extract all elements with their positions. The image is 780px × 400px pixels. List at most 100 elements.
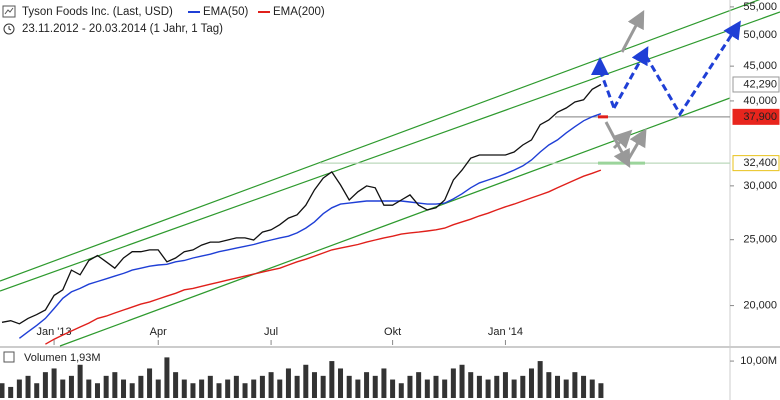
x-tick-label: Jan '14 xyxy=(488,326,523,338)
volume-bar xyxy=(181,379,187,398)
volume-bar xyxy=(121,379,127,398)
scenario-arrow xyxy=(620,10,645,53)
volume-bar xyxy=(112,372,118,398)
volume-bar xyxy=(164,357,170,398)
volume-bar xyxy=(60,379,66,398)
volume-last: 1,93M xyxy=(70,352,101,364)
volume-bar xyxy=(155,379,161,398)
volume-bar xyxy=(199,379,205,398)
level-label: 32,400 xyxy=(743,157,777,169)
volume-bar xyxy=(398,383,404,398)
volume-bar xyxy=(51,368,57,398)
volume-bar xyxy=(277,379,283,398)
volume-bar xyxy=(25,375,31,398)
volume-bar xyxy=(294,375,300,398)
volume-bar xyxy=(546,372,552,398)
volume-bar xyxy=(190,383,196,398)
volume-bar xyxy=(485,379,491,398)
volume-bar xyxy=(390,379,396,398)
chart-title: Tyson Foods Inc. (Last, USD) xyxy=(22,6,173,18)
channel-line xyxy=(0,11,780,292)
volume-bar xyxy=(416,372,422,398)
volume-bar xyxy=(459,364,465,398)
x-tick-label: Jul xyxy=(264,326,278,338)
chart-subtitle: 23.11.2012 - 20.03.2014 (1 Jahr, 1 Tag) xyxy=(22,23,223,35)
volume-bar xyxy=(138,375,144,398)
volume-bar xyxy=(528,368,534,398)
price-line xyxy=(45,169,602,345)
volume-bar xyxy=(329,361,335,398)
volume-bar xyxy=(433,375,439,398)
level-label: 42,290 xyxy=(743,78,777,90)
clock-icon xyxy=(3,23,15,35)
volume-bar xyxy=(259,375,265,398)
volume-bar xyxy=(407,375,413,398)
volume-bar xyxy=(268,372,274,398)
volume-bar xyxy=(129,383,135,398)
volume-bar xyxy=(381,368,387,398)
volume-bar xyxy=(173,372,179,398)
volume-bar xyxy=(8,386,14,398)
volume-bar xyxy=(285,368,291,398)
volume-bar xyxy=(147,368,153,398)
level-box xyxy=(732,155,780,172)
volume-bar xyxy=(442,379,448,398)
volume-bar xyxy=(555,375,561,398)
volume-bar xyxy=(502,372,508,398)
volume-bar xyxy=(0,383,5,398)
channel-line xyxy=(0,0,761,282)
level-label: 37,900 xyxy=(743,111,777,123)
volume-bar xyxy=(311,372,317,398)
volume-bar xyxy=(233,375,239,398)
volume-bar xyxy=(34,383,40,398)
scenario-arrow xyxy=(626,128,647,161)
volume-icon xyxy=(3,351,15,363)
legend-label: EMA(200) xyxy=(273,6,325,18)
level-box xyxy=(732,76,780,93)
volume-bar xyxy=(251,379,257,398)
volume-bar xyxy=(520,375,526,398)
volume-bar xyxy=(372,375,378,398)
volume-bar xyxy=(216,383,222,398)
y-tick-label: 30,000 xyxy=(743,180,777,192)
price-line xyxy=(18,113,602,339)
volume-bar xyxy=(424,379,430,398)
chart-icon xyxy=(4,7,14,15)
y-tick-label: 50,000 xyxy=(743,29,777,41)
volume-bar xyxy=(364,372,370,398)
level-box xyxy=(732,108,780,125)
y-tick-label: 40,000 xyxy=(743,95,777,107)
volume-bar xyxy=(42,372,48,398)
price-line xyxy=(1,83,602,325)
volume-bar xyxy=(572,372,578,398)
volume-bar xyxy=(94,383,100,398)
volume-bar xyxy=(355,379,361,398)
volume-bar xyxy=(16,379,22,398)
volume-bar xyxy=(589,379,595,398)
volume-bar xyxy=(77,364,83,398)
volume-bar xyxy=(511,379,517,398)
legend-label: EMA(50) xyxy=(203,6,249,18)
x-tick-label: Apr xyxy=(150,326,167,338)
x-tick-label: Jan '13 xyxy=(37,326,72,338)
forecast-arrow xyxy=(644,20,741,117)
volume-bar xyxy=(581,375,587,398)
volume-bar xyxy=(537,361,543,398)
volume-bar xyxy=(320,375,326,398)
volume-bar xyxy=(225,379,231,398)
volume-label: Volumen xyxy=(24,352,67,364)
volume-bar xyxy=(338,368,344,398)
volume-bar xyxy=(68,375,74,398)
forecast-arrow xyxy=(598,69,616,109)
volume-bar xyxy=(563,379,569,398)
volume-bar xyxy=(450,368,456,398)
x-tick-label: Okt xyxy=(384,326,401,338)
scenario-arrow xyxy=(612,129,633,150)
y-tick-label: 20,000 xyxy=(743,299,777,311)
volume-bar xyxy=(346,375,352,398)
volume-bar xyxy=(476,375,482,398)
volume-bar xyxy=(103,375,109,398)
volume-bar xyxy=(242,383,248,398)
